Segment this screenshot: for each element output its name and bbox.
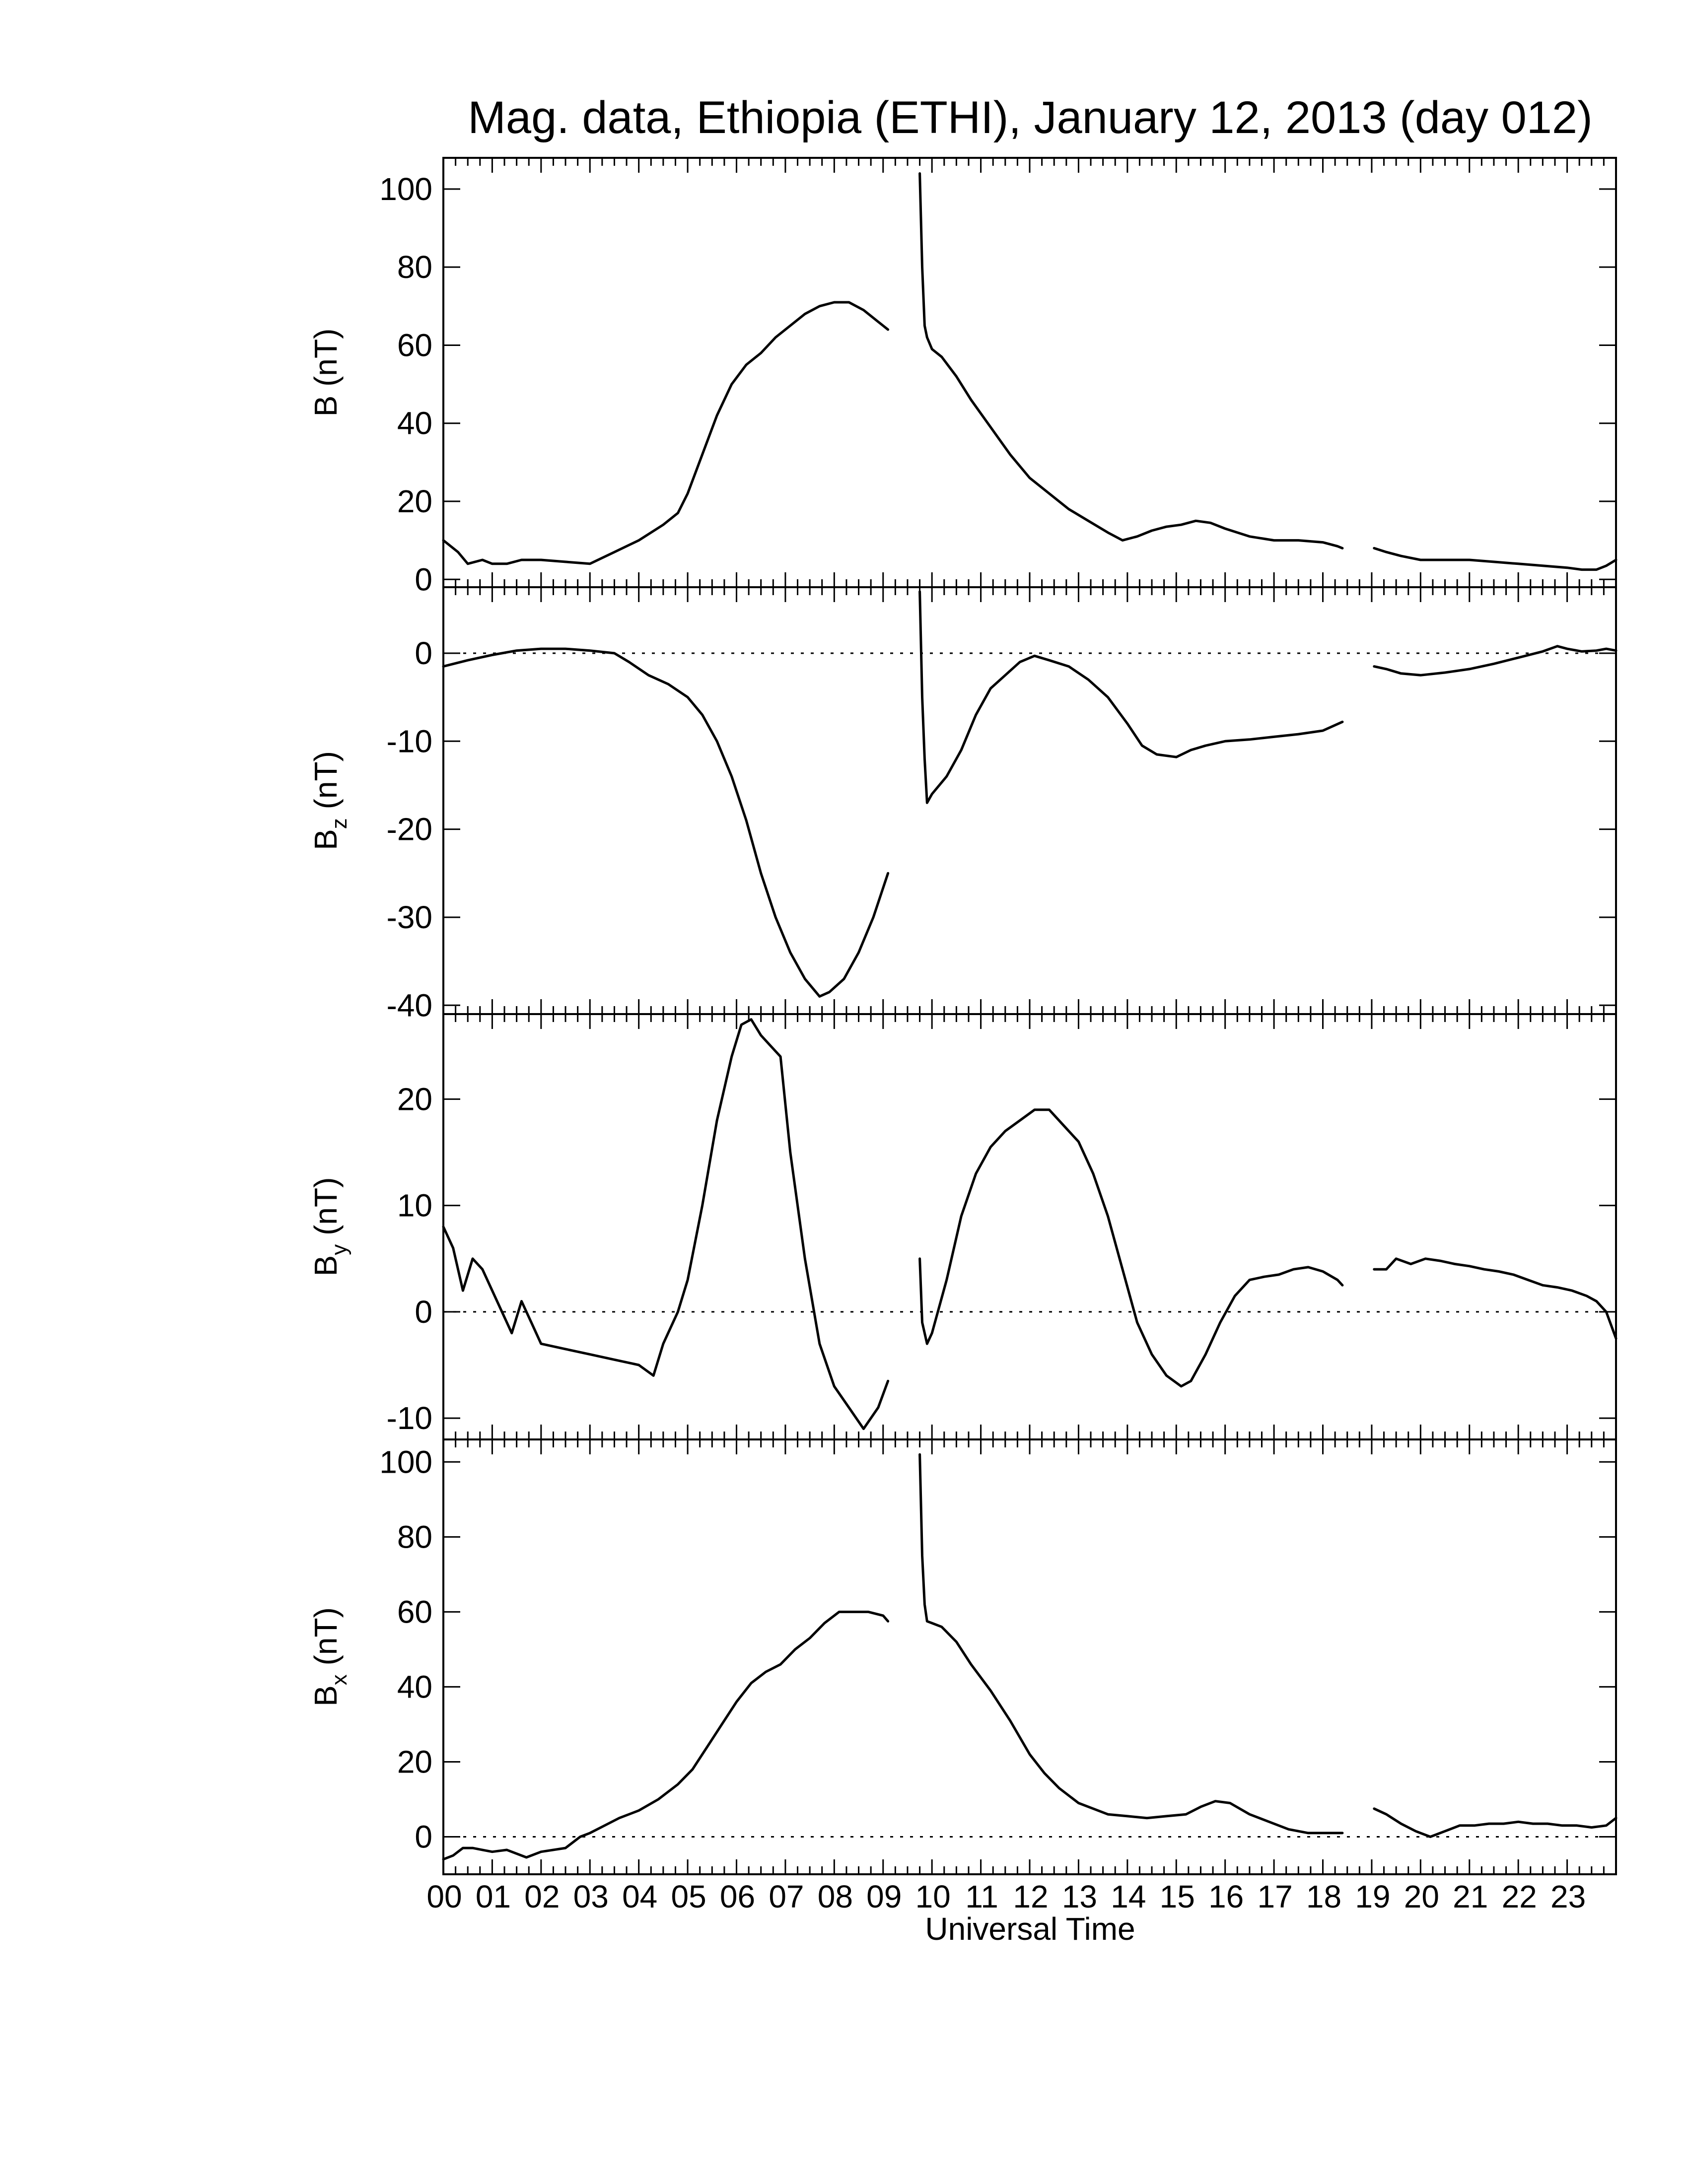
- data-trace: [918, 590, 1344, 804]
- y-axis-label-main: B: [308, 1255, 344, 1277]
- x-tick-labels: 00 01 02 03 04 05 06 07 08 09 10 11 12 13 14 15 16 17 18 19…: [426, 1879, 1586, 1914]
- panel-1: 0 20 40 60 80 100 B (nT): [308, 157, 1618, 597]
- x-tick-label: 20: [1404, 1879, 1439, 1914]
- panel-2: 0 -10 -20 -30 -40 Bz (nT): [308, 586, 1618, 1023]
- x-tick-label: 01: [476, 1879, 511, 1914]
- x-tick-label: 08: [818, 1879, 853, 1914]
- x-tick-label: 07: [769, 1879, 804, 1914]
- panel-frame: [442, 586, 1617, 1015]
- y-axis-label: Bz (nT): [308, 751, 352, 850]
- y-axis-label-subscript: y: [327, 1244, 352, 1255]
- y-tick-label: -10: [387, 1400, 433, 1436]
- data-trace: [1373, 546, 1618, 571]
- y-tick-label: 80: [397, 249, 432, 285]
- y-tick-label: 100: [379, 1444, 432, 1480]
- data-trace: [1373, 645, 1618, 677]
- y-tick-label: -30: [387, 899, 433, 935]
- y-tick-label: 60: [397, 327, 432, 363]
- y-axis-label: B (nT): [308, 329, 344, 417]
- x-tick-label: 09: [866, 1879, 902, 1914]
- y-tick-label: 60: [397, 1594, 432, 1630]
- data-trace: [442, 301, 890, 565]
- y-axis-label: By (nT): [308, 1177, 352, 1277]
- data-trace: [918, 1453, 1344, 1835]
- panel-frame: [442, 1438, 1617, 1875]
- y-tick-label: -20: [387, 812, 433, 847]
- y-tick-label: 20: [397, 483, 432, 519]
- y-tick-label: 40: [397, 1669, 432, 1705]
- panel-4: 0 20 40 60 80 100 Bx (nT): [308, 1438, 1618, 1875]
- x-tick-label: 22: [1502, 1879, 1537, 1914]
- x-tick-label: 11: [965, 1879, 998, 1914]
- y-axis-label-unit: (nT): [308, 1607, 344, 1674]
- x-tick-label: 23: [1550, 1879, 1586, 1914]
- x-tick-label: 04: [622, 1879, 657, 1914]
- data-trace: [918, 1108, 1344, 1388]
- y-axis-label-subscript: x: [327, 1674, 352, 1685]
- y-tick-label: -40: [387, 987, 433, 1023]
- x-tick-label: 16: [1208, 1879, 1244, 1914]
- x-tick-label: 06: [720, 1879, 755, 1914]
- data-trace: [442, 1610, 890, 1861]
- panel-frame: [442, 1013, 1617, 1440]
- x-tick-label: 17: [1257, 1879, 1292, 1914]
- panel-frame: [442, 157, 1617, 588]
- x-axis-label: Universal Time: [925, 1911, 1135, 1947]
- x-tick-label: 03: [573, 1879, 609, 1914]
- y-tick-label: 100: [379, 171, 432, 207]
- y-tick-label: 40: [397, 406, 432, 441]
- x-tick-label: 12: [1013, 1879, 1048, 1914]
- y-tick-label: 80: [397, 1519, 432, 1555]
- data-trace: [442, 1018, 890, 1431]
- x-tick-label: 18: [1306, 1879, 1341, 1914]
- y-tick-label: 0: [415, 561, 432, 597]
- y-tick-label: 0: [415, 1294, 432, 1330]
- y-tick-label: 0: [415, 1819, 432, 1854]
- data-trace: [1373, 1257, 1618, 1340]
- x-tick-label: 00: [426, 1879, 462, 1914]
- y-axis-label-main: B: [308, 829, 344, 850]
- x-tick-label: 21: [1453, 1879, 1488, 1914]
- x-tick-label: 14: [1111, 1879, 1146, 1914]
- panel-3: 20 10 0 -10 By (nT): [308, 1013, 1618, 1440]
- data-trace: [442, 647, 890, 998]
- x-tick-label: 10: [915, 1879, 951, 1914]
- x-tick-label: 19: [1355, 1879, 1390, 1914]
- y-tick-label: 0: [415, 635, 432, 671]
- y-tick-label: -10: [387, 723, 433, 759]
- x-tick-label: 13: [1062, 1879, 1097, 1914]
- x-tick-label: 02: [524, 1879, 560, 1914]
- y-tick-label: 20: [397, 1081, 432, 1117]
- chart-title: Mag. data, Ethiopia (ETHI), January 12, …: [468, 92, 1592, 143]
- y-axis-label-subscript: z: [327, 818, 352, 829]
- y-axis-label-unit: (nT): [308, 329, 344, 396]
- y-axis-label-unit: (nT): [308, 1177, 344, 1244]
- y-axis-label-main: B: [308, 1685, 344, 1706]
- y-axis-label-main: B: [308, 396, 344, 417]
- x-tick-label: 05: [671, 1879, 706, 1914]
- y-axis-label-unit: (nT): [308, 751, 344, 818]
- y-tick-label: 10: [397, 1188, 432, 1224]
- y-tick-label: 20: [397, 1744, 432, 1779]
- x-tick-label: 15: [1160, 1879, 1195, 1914]
- data-trace: [1373, 1807, 1618, 1838]
- y-axis-label: Bx (nT): [308, 1607, 352, 1706]
- data-trace: [918, 172, 1344, 549]
